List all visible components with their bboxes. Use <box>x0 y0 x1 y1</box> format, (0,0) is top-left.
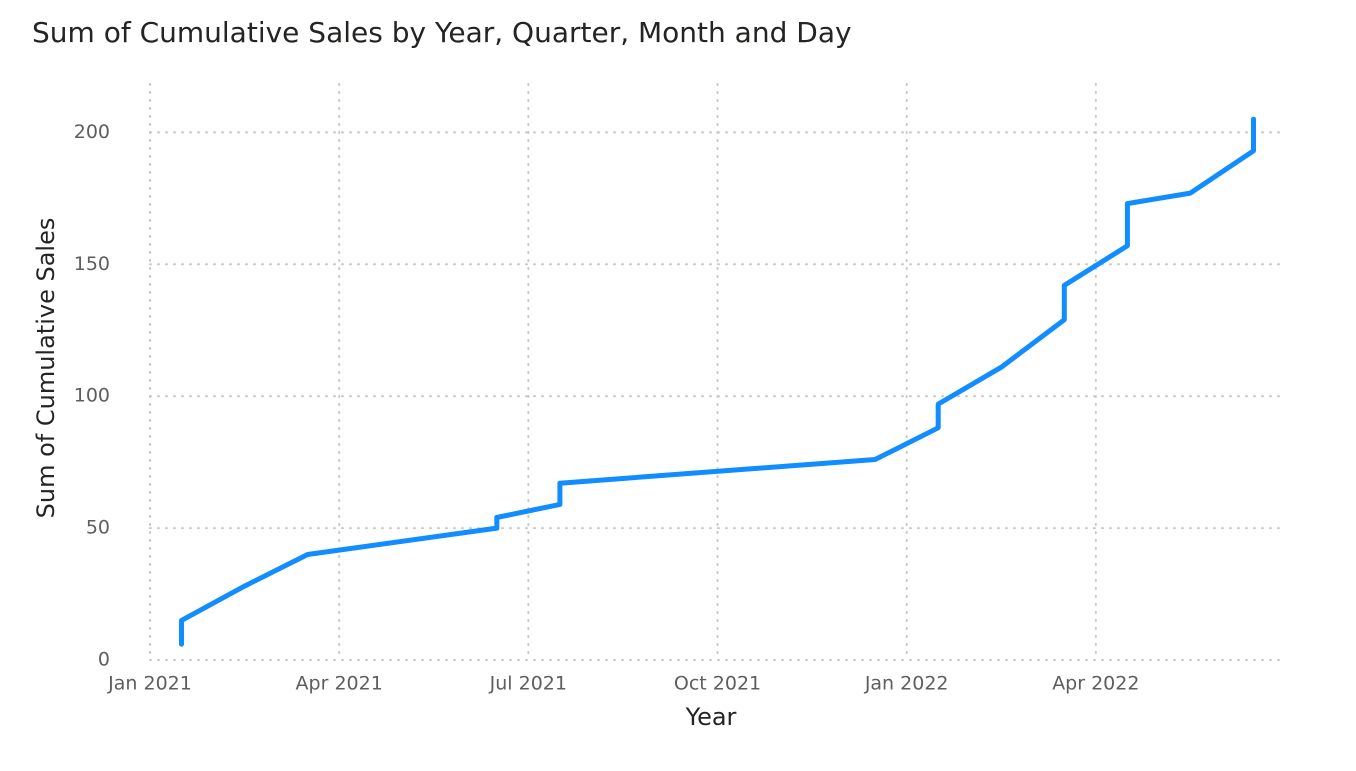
y-tick-label: 0 <box>98 649 110 671</box>
x-tick-label: Jan 2021 <box>107 673 192 695</box>
y-tick-label: 150 <box>74 253 110 275</box>
y-tick-label: 100 <box>74 385 110 407</box>
series-line <box>179 116 1256 647</box>
chart-title: Sum of Cumulative Sales by Year, Quarter… <box>32 16 852 49</box>
y-tick-label: 50 <box>86 517 110 539</box>
y-axis-label: Sum of Cumulative Sales <box>32 218 60 519</box>
x-axis-label: Year <box>685 703 737 731</box>
x-tick-label: Apr 2021 <box>296 673 383 695</box>
x-tick-label: Jan 2022 <box>864 673 949 695</box>
y-tick-label: 200 <box>74 121 110 143</box>
x-tick-label: Oct 2021 <box>674 673 761 695</box>
x-tick-label: Apr 2022 <box>1052 673 1139 695</box>
x-tick-label: Jul 2021 <box>489 673 567 695</box>
